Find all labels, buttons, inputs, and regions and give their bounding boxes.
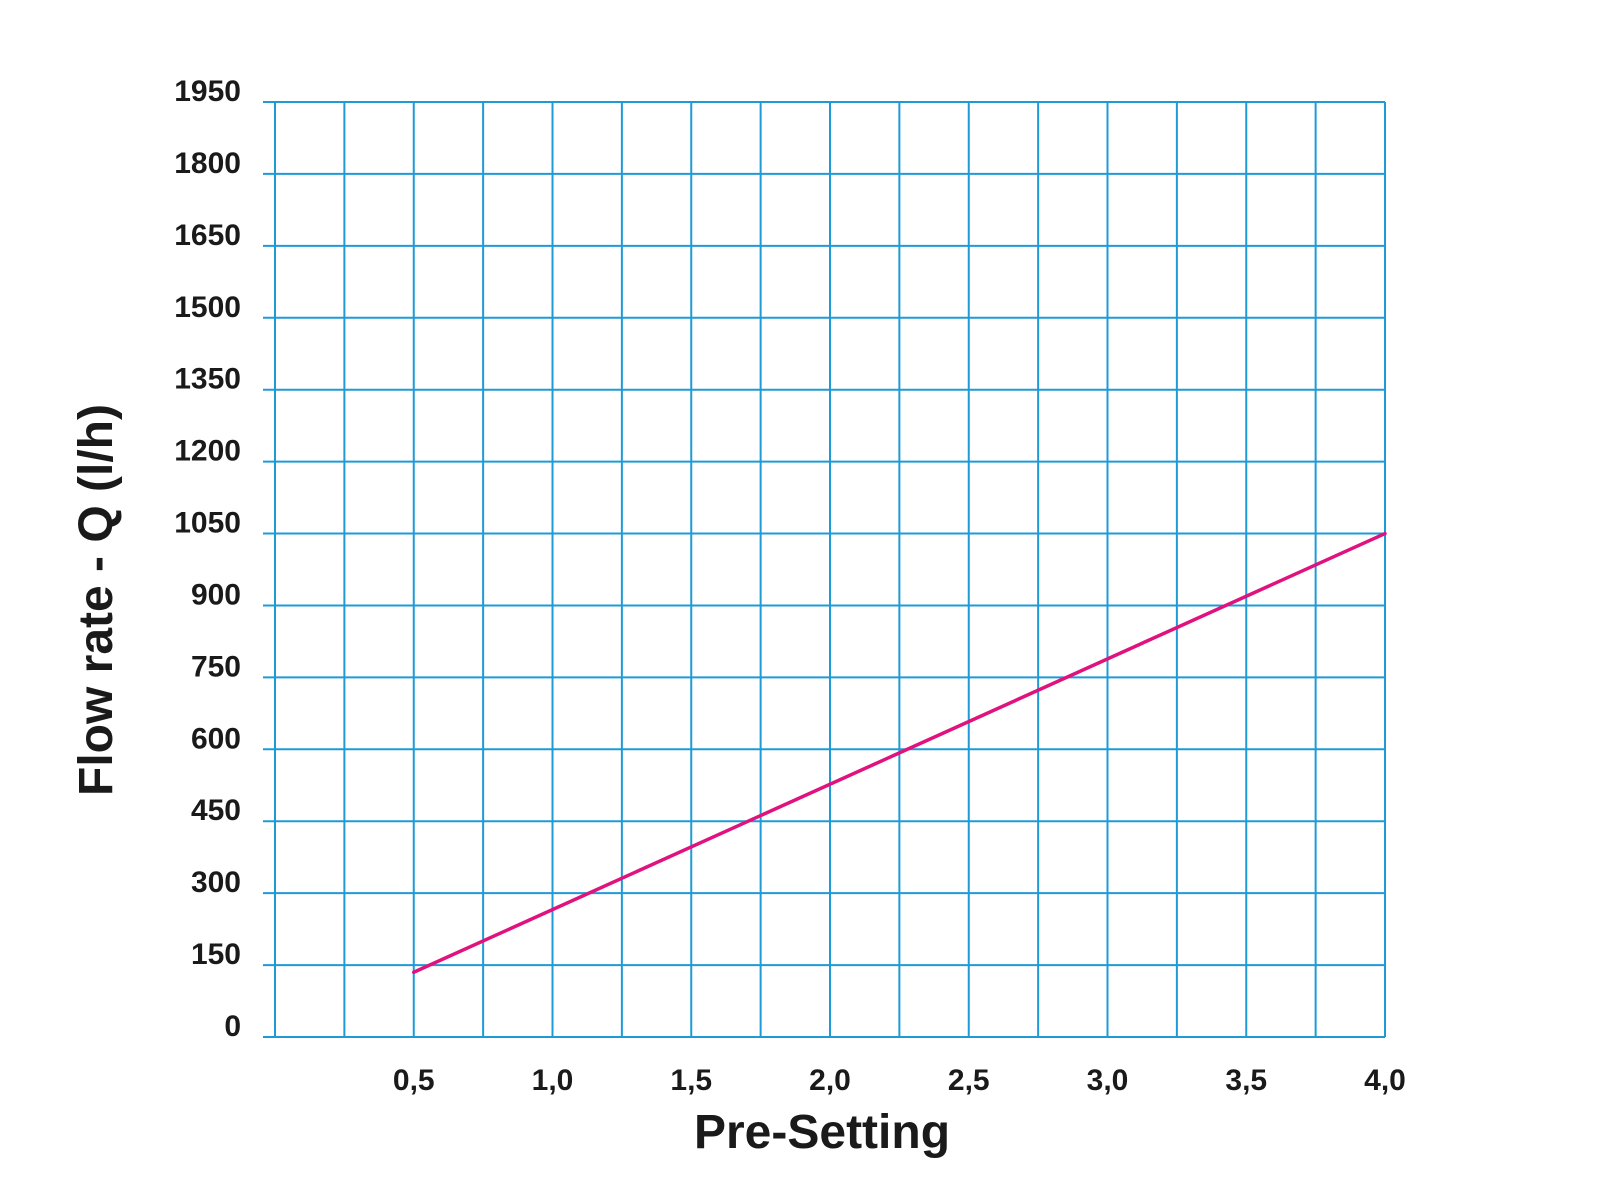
series-line — [412, 531, 1387, 975]
y-tick-label: 1200 — [174, 435, 241, 468]
x-axis-title: Pre-Setting — [694, 1106, 950, 1159]
y-tick-label: 300 — [191, 866, 241, 899]
grid — [263, 101, 1386, 1038]
x-tick-label: 4,0 — [1364, 1064, 1406, 1097]
x-tick-label: 2,0 — [809, 1064, 851, 1097]
y-tick-label: 1050 — [174, 507, 241, 540]
x-tick-label: 2,5 — [948, 1064, 990, 1097]
tick-labels: 0 150 300 450 600 750 900 1050 1200 1350 1500 1650 1… — [174, 75, 1406, 1097]
x-tick-label: 3,0 — [1087, 1064, 1129, 1097]
y-tick-label: 1650 — [174, 219, 241, 252]
x-tick-label: 1,0 — [532, 1064, 574, 1097]
y-tick-label: 1800 — [174, 147, 241, 180]
x-tick-label: 1,5 — [670, 1064, 712, 1097]
series-lines — [412, 531, 1387, 975]
x-tick-label: 3,5 — [1225, 1064, 1267, 1097]
x-tick-label: 0,5 — [393, 1064, 435, 1097]
y-tick-label: 0 — [224, 1010, 241, 1043]
y-tick-label: 900 — [191, 578, 241, 611]
y-tick-label: 1350 — [174, 363, 241, 396]
y-tick-label: 600 — [191, 722, 241, 755]
y-tick-label: 450 — [191, 794, 241, 827]
y-axis-title: Flow rate - Q (l/h) — [70, 404, 123, 796]
y-tick-label: 1950 — [174, 75, 241, 108]
y-tick-label: 1500 — [174, 291, 241, 324]
y-tick-label: 150 — [191, 938, 241, 971]
y-tick-label: 750 — [191, 650, 241, 683]
